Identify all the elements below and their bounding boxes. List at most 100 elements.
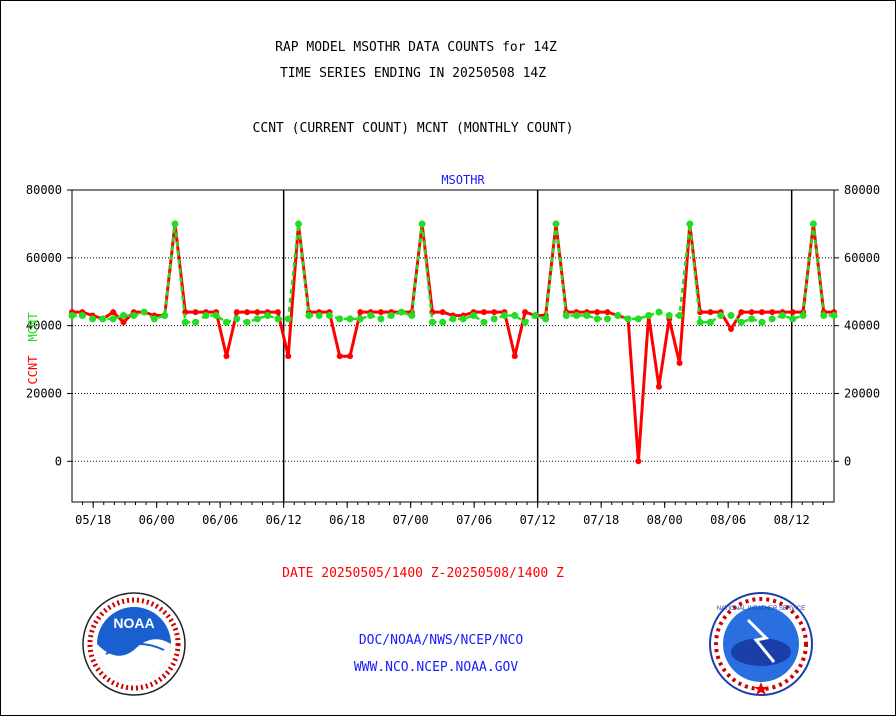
- data-point-mcnt: [387, 311, 395, 319]
- y-tick-label-right: 20000: [844, 386, 880, 400]
- y-tick-label-right: 40000: [844, 319, 880, 333]
- data-point-mcnt: [202, 311, 210, 319]
- y-axis-label-ccnt: CCNT: [26, 356, 40, 385]
- data-point-mcnt: [243, 318, 251, 326]
- data-point-mcnt: [500, 311, 508, 319]
- data-point-mcnt: [727, 311, 735, 319]
- series-line-mcnt: [72, 223, 834, 324]
- data-point-mcnt: [78, 311, 86, 319]
- data-point-ccnt: [254, 309, 261, 316]
- footer-url-line: WWW.NCO.NCEP.NOAA.GOV: [353, 660, 519, 675]
- x-tick-label: 05/18: [75, 513, 111, 527]
- data-point-mcnt: [614, 311, 622, 319]
- data-point-mcnt: [645, 311, 653, 319]
- data-point-mcnt: [212, 311, 220, 319]
- y-tick-label-right: 60000: [844, 251, 880, 265]
- data-point-mcnt: [305, 311, 313, 319]
- x-tick-label: 06/18: [329, 513, 365, 527]
- data-point-ccnt: [120, 319, 127, 326]
- x-tick-label: 06/12: [266, 513, 302, 527]
- chart-title-line1: RAP MODEL MSOTHR DATA COUNTS for 14Z: [275, 40, 557, 55]
- data-point-mcnt: [583, 311, 591, 319]
- data-point-mcnt: [737, 318, 745, 326]
- data-point-mcnt: [480, 318, 488, 326]
- data-point-mcnt: [150, 315, 158, 323]
- data-point-mcnt: [573, 311, 581, 319]
- data-point-mcnt: [511, 311, 519, 319]
- data-point-ccnt: [676, 359, 683, 366]
- data-point-mcnt: [130, 311, 138, 319]
- data-point-mcnt: [377, 315, 385, 323]
- data-point-mcnt: [119, 311, 127, 319]
- data-point-mcnt: [490, 315, 498, 323]
- data-point-mcnt: [779, 311, 787, 319]
- data-point-mcnt: [418, 220, 426, 228]
- data-point-mcnt: [68, 311, 76, 319]
- data-point-ccnt: [789, 309, 796, 316]
- y-axis-label-mcnt: MCNT: [26, 313, 40, 342]
- data-point-mcnt: [99, 315, 107, 323]
- data-point-mcnt: [264, 311, 272, 319]
- data-point-mcnt: [830, 311, 838, 319]
- data-point-mcnt: [603, 315, 611, 323]
- data-point-mcnt: [356, 315, 364, 323]
- data-point-mcnt: [696, 318, 704, 326]
- x-tick-label: 07/00: [393, 513, 429, 527]
- x-tick-label: 08/06: [710, 513, 746, 527]
- data-point-ccnt: [439, 309, 446, 316]
- x-tick-label: 08/00: [647, 513, 683, 527]
- data-point-mcnt: [161, 311, 169, 319]
- data-point-ccnt: [707, 309, 714, 316]
- y-tick-label-left: 40000: [26, 319, 62, 333]
- data-point-mcnt: [253, 315, 261, 323]
- data-point-ccnt: [758, 309, 765, 316]
- data-point-mcnt: [233, 315, 241, 323]
- data-point-ccnt: [192, 309, 199, 316]
- data-point-ccnt: [738, 309, 745, 316]
- data-point-mcnt: [439, 318, 447, 326]
- data-point-mcnt: [634, 315, 642, 323]
- nws-logo-text: NATIONAL WEATHER SERVICE: [717, 606, 805, 612]
- date-range-label: DATE 20250505/1400 Z-20250508/1400 Z: [282, 566, 564, 581]
- data-point-ccnt: [635, 458, 642, 465]
- data-point-ccnt: [223, 353, 230, 360]
- chart-subtitle: CCNT (CURRENT COUNT) MCNT (MONTHLY COUNT…: [252, 121, 574, 136]
- y-tick-label-right: 80000: [844, 183, 880, 197]
- data-point-ccnt: [110, 309, 117, 316]
- data-point-mcnt: [295, 220, 303, 228]
- data-point-mcnt: [315, 311, 323, 319]
- data-point-mcnt: [192, 318, 200, 326]
- data-point-ccnt: [377, 309, 384, 316]
- data-point-mcnt: [181, 318, 189, 326]
- data-point-mcnt: [284, 315, 292, 323]
- data-point-ccnt: [244, 309, 251, 316]
- data-point-ccnt: [655, 383, 662, 390]
- data-point-ccnt: [748, 309, 755, 316]
- data-point-mcnt: [686, 220, 694, 228]
- data-point-mcnt: [428, 318, 436, 326]
- data-point-mcnt: [449, 315, 457, 323]
- noaa-logo: NOAA: [82, 592, 186, 696]
- x-tick-label: 07/06: [456, 513, 492, 527]
- data-point-ccnt: [357, 309, 364, 316]
- x-tick-label: 08/12: [774, 513, 810, 527]
- data-point-mcnt: [562, 311, 570, 319]
- data-point-mcnt: [325, 311, 333, 319]
- y-tick-label-left: 60000: [26, 251, 62, 265]
- data-point-mcnt: [408, 311, 416, 319]
- data-point-mcnt: [542, 315, 550, 323]
- data-point-mcnt: [140, 308, 148, 316]
- data-point-mcnt: [676, 311, 684, 319]
- data-point-mcnt: [748, 315, 756, 323]
- data-point-ccnt: [522, 309, 529, 316]
- footer-org-line: DOC/NOAA/NWS/NCEP/NCO: [358, 633, 524, 648]
- data-point-ccnt: [728, 326, 735, 333]
- plot-area: [71, 189, 835, 503]
- data-point-ccnt: [233, 309, 240, 316]
- data-point-ccnt: [274, 309, 281, 316]
- data-point-mcnt: [109, 315, 117, 323]
- data-point-ccnt: [769, 309, 776, 316]
- data-point-mcnt: [398, 308, 406, 316]
- data-point-mcnt: [809, 220, 817, 228]
- data-point-mcnt: [274, 315, 282, 323]
